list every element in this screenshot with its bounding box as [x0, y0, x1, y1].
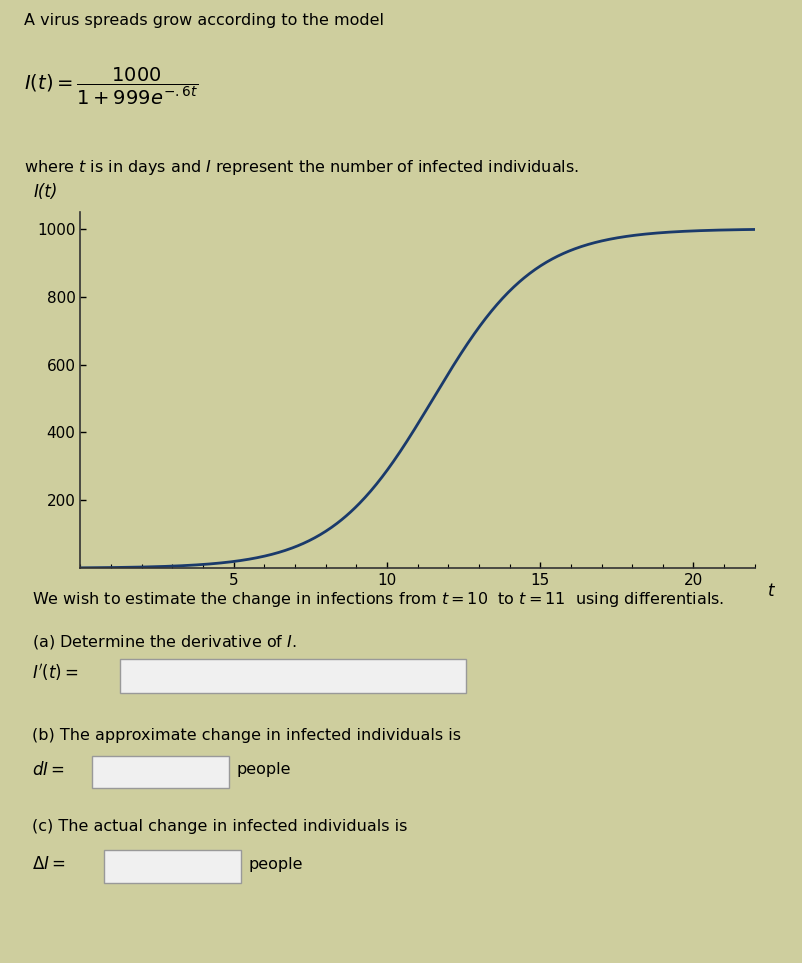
Text: We wish to estimate the change in infections from $t = 10$  to $t = 11$  using d: We wish to estimate the change in infect…: [32, 590, 723, 609]
FancyBboxPatch shape: [92, 756, 229, 788]
Text: (b) The approximate change in infected individuals is: (b) The approximate change in infected i…: [32, 728, 460, 743]
Text: I(t): I(t): [33, 183, 58, 201]
Text: $dI =$: $dI =$: [32, 761, 65, 778]
Text: people: people: [249, 857, 303, 872]
Text: $I'(t) =$: $I'(t) =$: [32, 663, 79, 684]
Text: $I(t) = \dfrac{1000}{1 + 999e^{-.6t}}$: $I(t) = \dfrac{1000}{1 + 999e^{-.6t}}$: [24, 65, 198, 107]
Text: A virus spreads grow according to the model: A virus spreads grow according to the mo…: [24, 13, 383, 29]
FancyBboxPatch shape: [120, 659, 465, 692]
Text: people: people: [237, 762, 291, 777]
Text: t: t: [768, 583, 774, 600]
FancyBboxPatch shape: [104, 850, 241, 883]
Text: (a) Determine the derivative of $I$.: (a) Determine the derivative of $I$.: [32, 634, 297, 651]
Text: where $t$ is in days and $I$ represent the number of infected individuals.: where $t$ is in days and $I$ represent t…: [24, 158, 578, 177]
Text: (c) The actual change in infected individuals is: (c) The actual change in infected indivi…: [32, 819, 407, 834]
Text: $\Delta I =$: $\Delta I =$: [32, 855, 66, 873]
